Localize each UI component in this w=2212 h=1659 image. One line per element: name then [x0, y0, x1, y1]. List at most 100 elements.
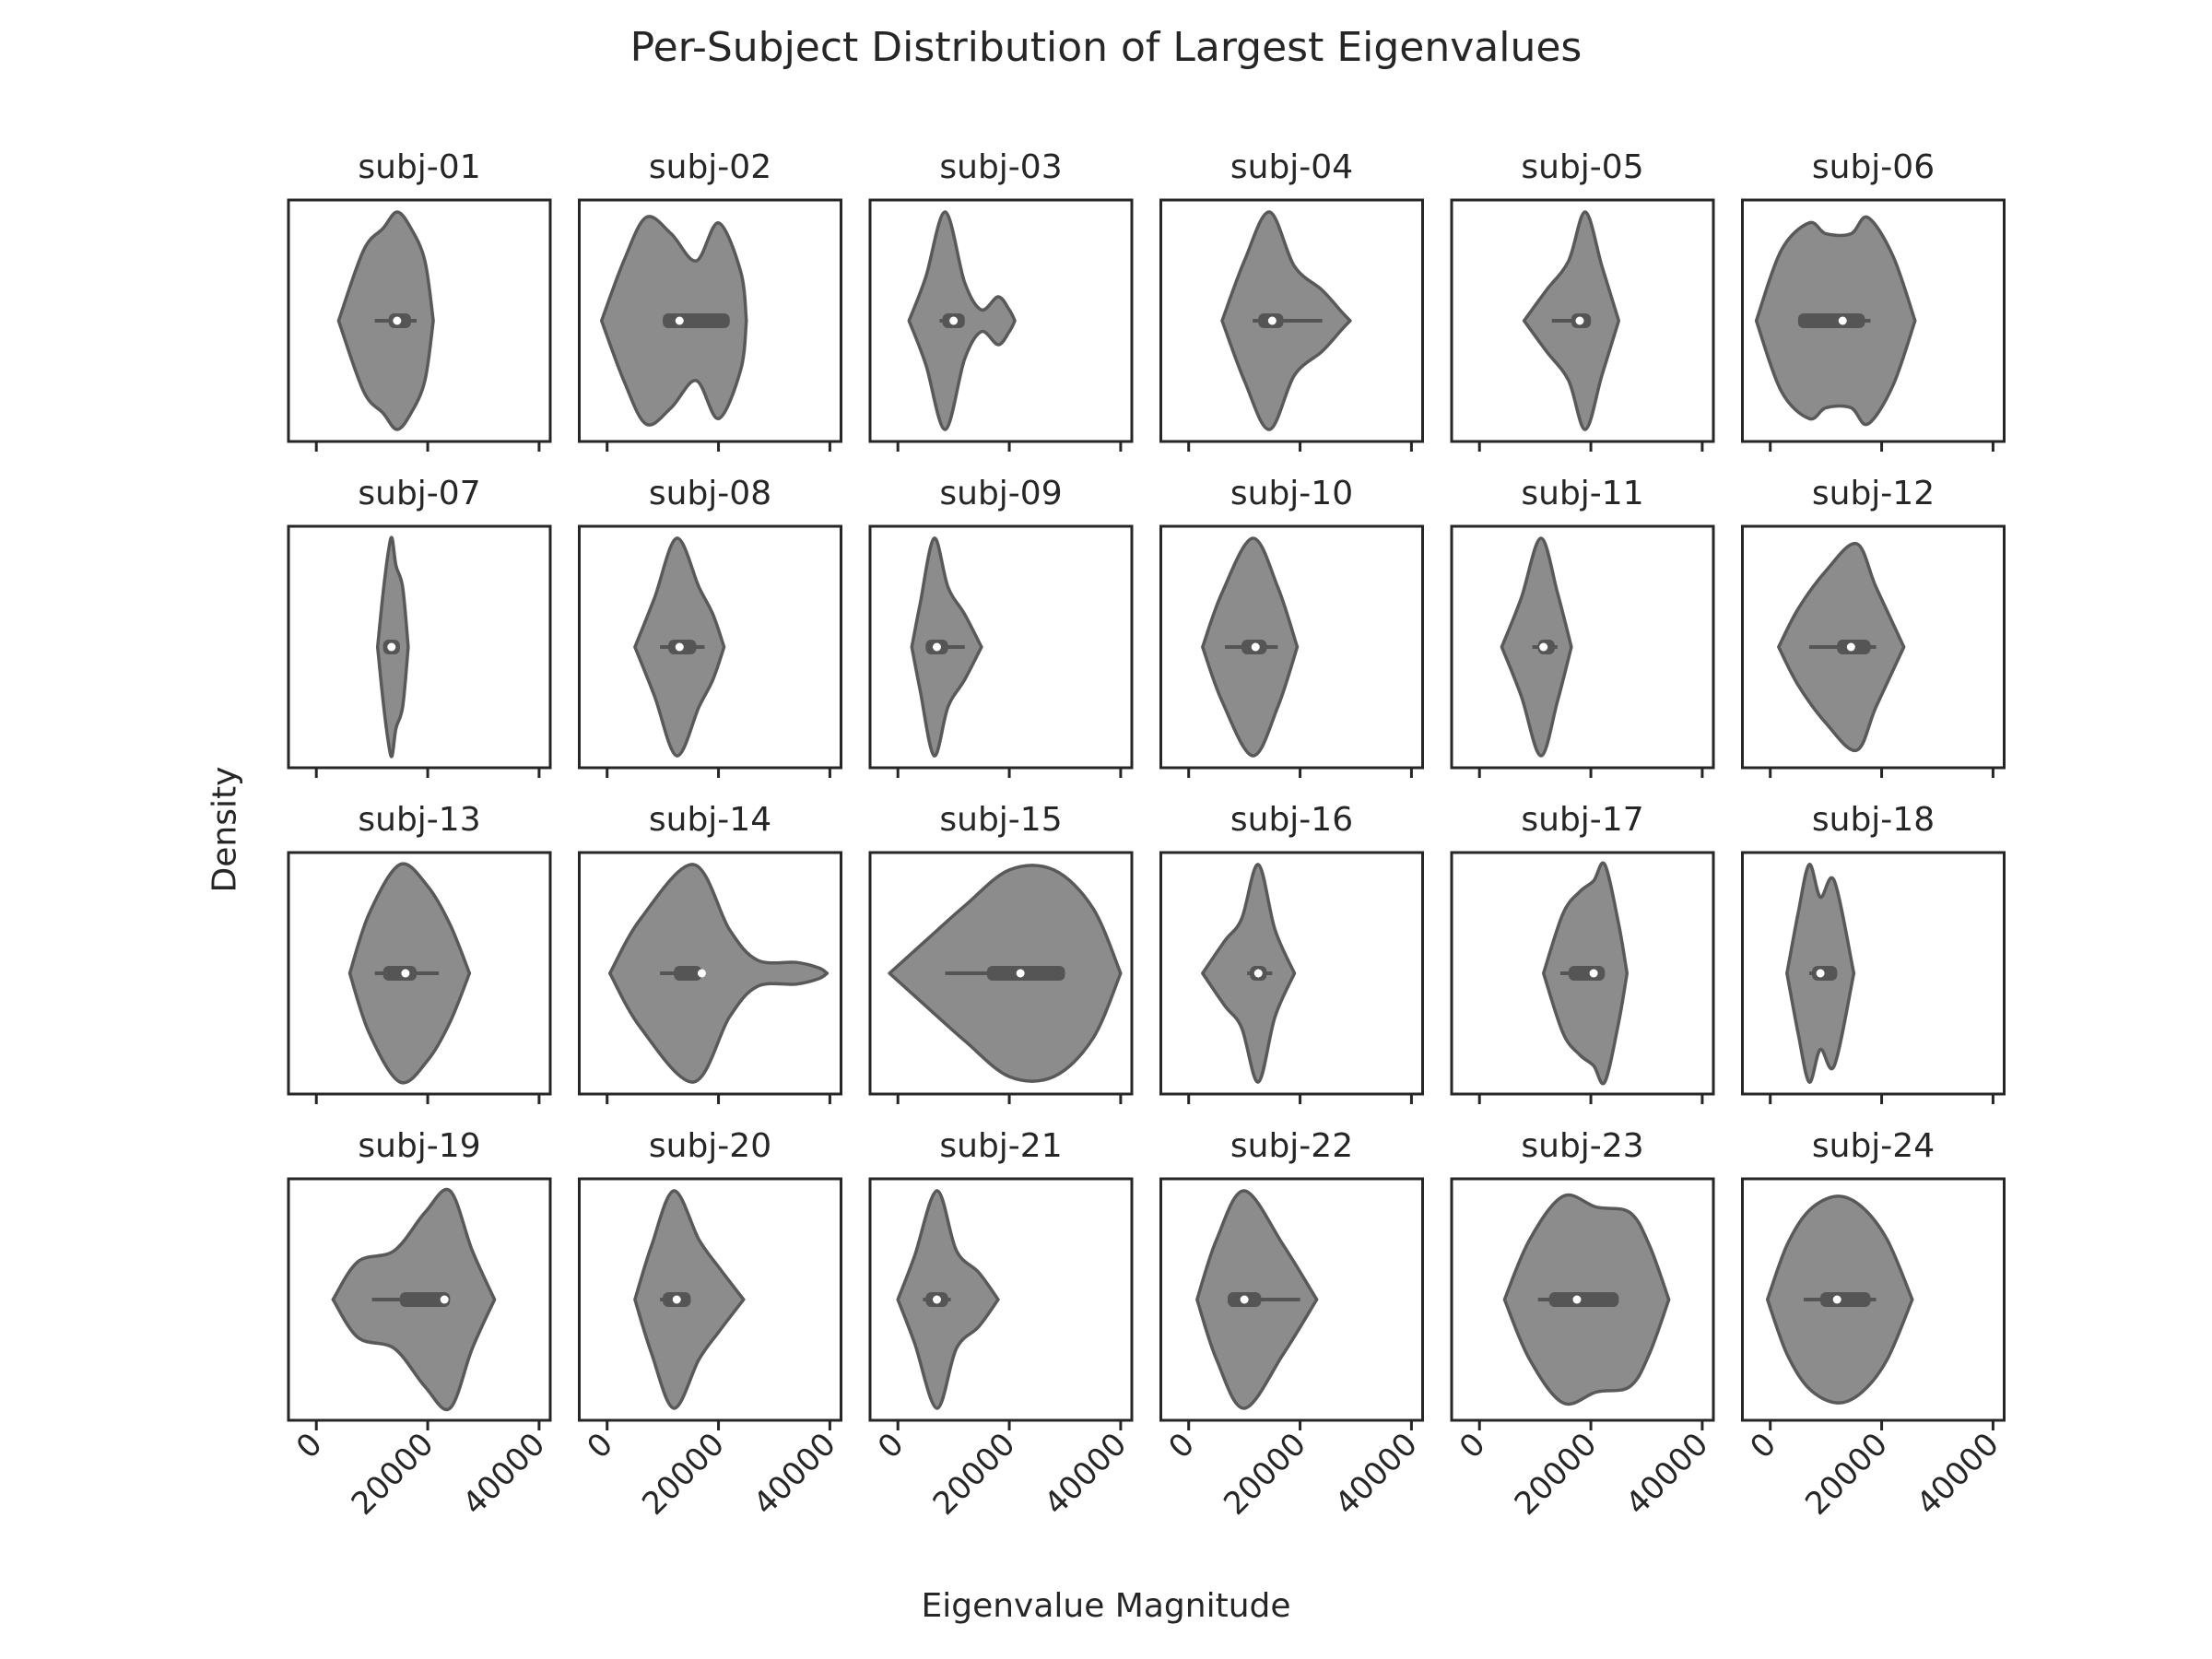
panel-frame	[1450, 198, 1715, 443]
violin-panel-subj-05: subj-05	[1450, 148, 1715, 452]
violin-box	[1797, 313, 1865, 328]
x-tick-label: 40000	[1619, 1426, 1716, 1523]
panel-frame	[868, 851, 1134, 1096]
violin-median	[933, 642, 942, 652]
panel-frame	[578, 851, 842, 1096]
violin-median	[1267, 316, 1277, 325]
x-tick-label: 20000	[345, 1426, 441, 1523]
x-tick-label: 20000	[1798, 1426, 1895, 1523]
violin-median	[1016, 969, 1025, 978]
violin-box	[1548, 1292, 1619, 1307]
x-tick-label: 20000	[926, 1426, 1023, 1523]
violin-box	[1820, 1292, 1871, 1307]
violin-median	[1846, 642, 1855, 652]
x-tick-label: 0	[1453, 1426, 1493, 1466]
violin-panel-subj-06: subj-06	[1741, 148, 2006, 452]
x-tick-label: 40000	[456, 1426, 553, 1523]
violin-median	[697, 969, 706, 978]
violin-panel-subj-09: subj-09	[868, 475, 1134, 778]
violin-panel-subj-16: subj-16	[1159, 801, 1424, 1104]
panel-title: subj-22	[1230, 1127, 1353, 1165]
panel-frame	[287, 198, 552, 443]
x-tick-label: 40000	[1910, 1426, 2006, 1523]
panel-title: subj-23	[1521, 1127, 1643, 1165]
panel-title: subj-12	[1812, 475, 1935, 512]
violin-median	[1253, 969, 1263, 978]
panel-frame	[1159, 524, 1424, 770]
chart-title: Per-Subject Distribution of Largest Eige…	[629, 24, 1583, 71]
panel-frame	[1450, 1177, 1715, 1422]
panel-frame	[578, 198, 842, 443]
violin-panel-subj-08: subj-08	[578, 475, 842, 778]
panel-title: subj-03	[939, 148, 1062, 186]
violin-median	[387, 642, 396, 652]
violin-panel-subj-02: subj-02	[578, 148, 842, 452]
panel-frame	[1741, 198, 2006, 443]
violin-panel-subj-24: subj-24 0 20000 40000	[1741, 1127, 2006, 1523]
violin-panel-subj-17: subj-17	[1450, 801, 1715, 1104]
violin-box	[1568, 966, 1606, 981]
panel-frame	[1741, 851, 2006, 1096]
panel-title: subj-08	[649, 475, 771, 512]
violin-median	[1240, 1295, 1249, 1304]
x-tick-label: 40000	[747, 1426, 843, 1523]
panel-frame	[868, 1177, 1134, 1422]
panel-frame	[868, 524, 1134, 770]
violin-median	[675, 316, 684, 325]
panel-frame	[1741, 1177, 2006, 1422]
violin-median	[949, 316, 959, 325]
panel-title: subj-19	[358, 1127, 480, 1165]
panel-title: subj-17	[1521, 801, 1643, 839]
violin-panel-subj-15: subj-15	[868, 801, 1134, 1104]
violin-panel-subj-07: subj-07	[287, 475, 552, 778]
violin-panel-subj-12: subj-12	[1741, 475, 2006, 778]
panel-title: subj-24	[1812, 1127, 1935, 1165]
violin-panel-subj-18: subj-18	[1741, 801, 2006, 1104]
violin-box	[399, 1292, 451, 1307]
violin-median	[1589, 969, 1598, 978]
panel-title: subj-15	[939, 801, 1062, 839]
panel-frame	[1159, 851, 1424, 1096]
violin-median	[672, 1295, 681, 1304]
x-axis-label: Eigenvalue Magnitude	[921, 1587, 1291, 1625]
x-tick-label: 0	[871, 1426, 912, 1466]
x-tick-label: 0	[580, 1426, 620, 1466]
panel-frame	[287, 1177, 552, 1422]
violin-median	[440, 1295, 449, 1304]
panel-title: subj-14	[649, 801, 771, 839]
violin-median	[1251, 642, 1260, 652]
panel-frame	[1450, 524, 1715, 770]
violin-panel-subj-04: subj-04	[1159, 148, 1424, 452]
violin-panel-subj-13: subj-13	[287, 801, 552, 1104]
panel-title: subj-10	[1230, 475, 1353, 512]
violin-box	[382, 966, 417, 981]
x-tick-label: 0	[289, 1426, 330, 1466]
violin-panel-subj-01: subj-01	[287, 148, 552, 452]
violin-median	[1539, 642, 1548, 652]
panel-title: subj-20	[649, 1127, 771, 1165]
panel-title: subj-01	[358, 148, 480, 186]
violin-box	[674, 966, 702, 981]
panel-frame	[578, 1177, 842, 1422]
violin-panel-subj-22: subj-22 0 20000 40000	[1159, 1127, 1425, 1523]
panel-title: subj-18	[1812, 801, 1935, 839]
violin-panel-subj-03: subj-03	[868, 148, 1134, 452]
panel-title: subj-16	[1230, 801, 1353, 839]
violin-panel-subj-10: subj-10	[1159, 475, 1424, 778]
panel-title: subj-05	[1521, 148, 1643, 186]
x-tick-label: 40000	[1038, 1426, 1135, 1523]
violin-panel-subj-21: subj-21 0 20000 40000	[868, 1127, 1135, 1523]
violin-median	[1838, 316, 1847, 325]
violin-body	[607, 863, 830, 1084]
violin-box	[986, 966, 1065, 981]
violin-panel-subj-19: subj-19 0 20000 40000	[287, 1127, 553, 1523]
violin-median	[1575, 316, 1584, 325]
violin-median	[1572, 1295, 1582, 1304]
violin-median	[933, 1295, 942, 1304]
panel-frame	[287, 524, 552, 770]
panel-frame	[1741, 524, 2006, 770]
x-tick-label: 40000	[1328, 1426, 1425, 1523]
violin-median	[1832, 1295, 1841, 1304]
